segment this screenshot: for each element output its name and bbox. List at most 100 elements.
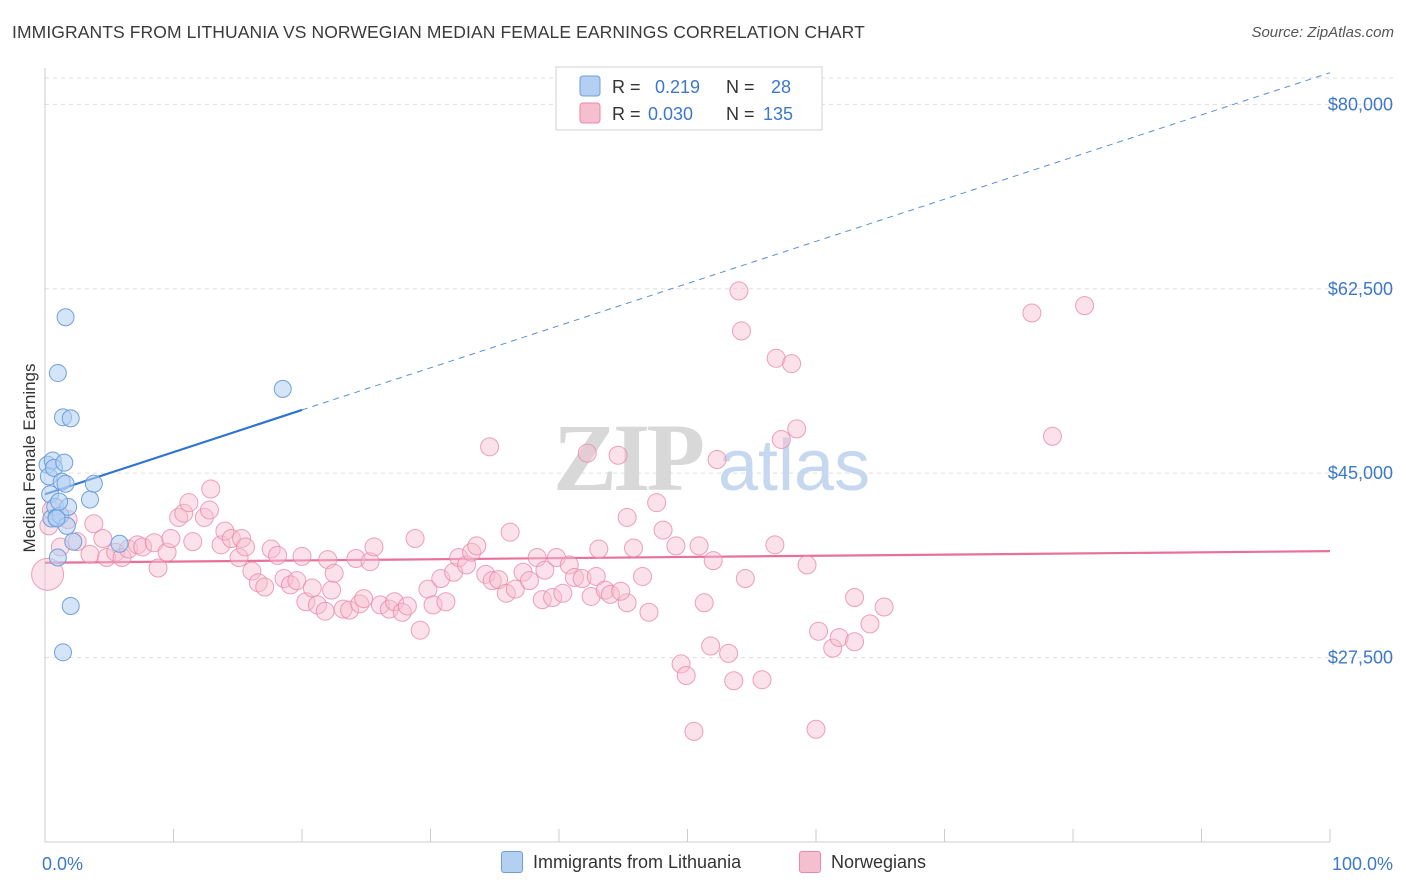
point-norwegians-127 xyxy=(823,638,843,658)
x-tick-labels: 0.0% 100.0% xyxy=(42,854,1393,874)
legend-n-value-2: 135 xyxy=(763,104,793,124)
point-norwegians-130 xyxy=(845,632,865,652)
point-norwegians-111 xyxy=(701,636,721,656)
watermark-atlas: atlas xyxy=(718,426,870,506)
point-norwegians-51 xyxy=(350,594,370,614)
point-norwegians-90 xyxy=(581,586,601,606)
point-norwegians-14 xyxy=(133,537,153,557)
point-norwegians-121 xyxy=(771,429,791,449)
point-norwegians-118 xyxy=(752,670,772,690)
point-norwegians-85 xyxy=(553,583,573,603)
point-norwegians-29 xyxy=(229,547,249,567)
point-norwegians-52 xyxy=(354,589,374,609)
point-norwegians-119 xyxy=(765,535,785,555)
trend-line-norwegians xyxy=(44,550,1331,564)
point-norwegians-79 xyxy=(519,571,539,591)
point-norwegians-0 xyxy=(31,557,65,591)
point-norwegians-53 xyxy=(360,552,380,572)
point-norwegians-28 xyxy=(221,529,241,549)
point-norwegians-83 xyxy=(543,588,563,608)
legend-n-label-2: N = xyxy=(726,104,755,124)
point-norwegians-40 xyxy=(292,546,312,566)
y-axis-label: Median Female Earnings xyxy=(20,364,39,553)
point-lithuania-15 xyxy=(56,474,75,493)
top-legend: R = 0.219 N = 28 R = 0.030 N = 135 xyxy=(555,66,823,131)
point-norwegians-99 xyxy=(624,538,644,558)
point-norwegians-116 xyxy=(731,321,751,341)
point-norwegians-54 xyxy=(364,537,384,557)
point-norwegians-124 xyxy=(797,555,817,575)
y-tick-label-2: $62,500 xyxy=(1328,279,1393,299)
legend-r-label-2: R = xyxy=(612,104,641,124)
legend-swatch-lithuania-bottom xyxy=(501,851,523,873)
point-lithuania-24 xyxy=(273,379,292,398)
point-norwegians-114 xyxy=(724,671,744,691)
point-norwegians-135 xyxy=(1075,296,1095,316)
point-norwegians-117 xyxy=(735,569,755,589)
point-lithuania-27 xyxy=(50,492,69,511)
legend-item-lithuania: Immigrants from Lithuania xyxy=(501,851,741,873)
point-norwegians-86 xyxy=(559,555,579,575)
point-lithuania-26 xyxy=(47,509,66,528)
point-norwegians-57 xyxy=(385,592,405,612)
watermark-zip: ZIP xyxy=(553,404,702,511)
point-norwegians-123 xyxy=(787,419,807,439)
legend-swatch-norwegians-bottom xyxy=(799,851,821,873)
point-norwegians-55 xyxy=(370,595,390,615)
point-norwegians-24 xyxy=(199,500,219,520)
point-norwegians-8 xyxy=(93,529,113,549)
point-norwegians-63 xyxy=(423,595,443,615)
point-norwegians-27 xyxy=(215,521,235,541)
point-norwegians-110 xyxy=(703,551,723,571)
legend-swatch-lithuania xyxy=(579,75,601,97)
point-norwegians-112 xyxy=(707,449,727,469)
legend-label-norwegians: Norwegians xyxy=(831,851,927,872)
point-norwegians-92 xyxy=(589,539,609,559)
point-norwegians-7 xyxy=(84,514,104,534)
point-norwegians-133 xyxy=(1022,303,1042,323)
point-norwegians-102 xyxy=(647,493,667,513)
point-norwegians-95 xyxy=(608,445,628,465)
point-norwegians-65 xyxy=(436,592,456,612)
point-norwegians-16 xyxy=(148,558,168,578)
point-norwegians-67 xyxy=(449,547,469,567)
chart-title: IMMIGRANTS FROM LITHUANIA VS NORWEGIAN M… xyxy=(12,22,865,42)
point-norwegians-9 xyxy=(97,547,117,567)
point-norwegians-32 xyxy=(242,561,262,581)
point-norwegians-129 xyxy=(845,588,865,608)
point-lithuania-18 xyxy=(61,409,80,428)
point-norwegians-104 xyxy=(666,536,686,556)
y-tick-label-3: $80,000 xyxy=(1328,94,1393,114)
point-norwegians-113 xyxy=(719,643,739,663)
point-lithuania-14 xyxy=(56,308,75,327)
point-norwegians-94 xyxy=(600,584,620,604)
point-lithuania-9 xyxy=(48,548,67,567)
point-norwegians-76 xyxy=(500,522,520,542)
point-lithuania-22 xyxy=(84,474,103,493)
point-norwegians-101 xyxy=(639,602,659,622)
bottom-legend: Immigrants from Lithuania Norwegians xyxy=(0,851,1406,879)
y-tick-label-1: $45,000 xyxy=(1328,463,1393,483)
point-norwegians-6 xyxy=(80,544,100,564)
point-norwegians-115 xyxy=(729,281,749,301)
point-norwegians-20 xyxy=(174,503,194,523)
legend-n-value-1: 28 xyxy=(771,77,791,97)
point-norwegians-31 xyxy=(235,537,255,557)
point-norwegians-107 xyxy=(684,721,704,741)
point-norwegians-134 xyxy=(1042,426,1062,446)
point-norwegians-105 xyxy=(671,654,691,674)
point-norwegians-103 xyxy=(653,520,673,540)
point-norwegians-69 xyxy=(462,542,482,562)
point-norwegians-70 xyxy=(467,536,487,556)
point-norwegians-68 xyxy=(456,555,476,575)
point-lithuania-21 xyxy=(80,490,99,509)
point-norwegians-39 xyxy=(287,571,307,591)
point-norwegians-82 xyxy=(535,560,555,580)
point-norwegians-97 xyxy=(611,581,631,601)
x-tick-label-1: 100.0% xyxy=(1332,854,1393,874)
point-norwegians-25 xyxy=(201,479,221,499)
point-norwegians-132 xyxy=(874,597,894,617)
point-norwegians-120 xyxy=(766,348,786,368)
point-norwegians-96 xyxy=(617,593,637,613)
